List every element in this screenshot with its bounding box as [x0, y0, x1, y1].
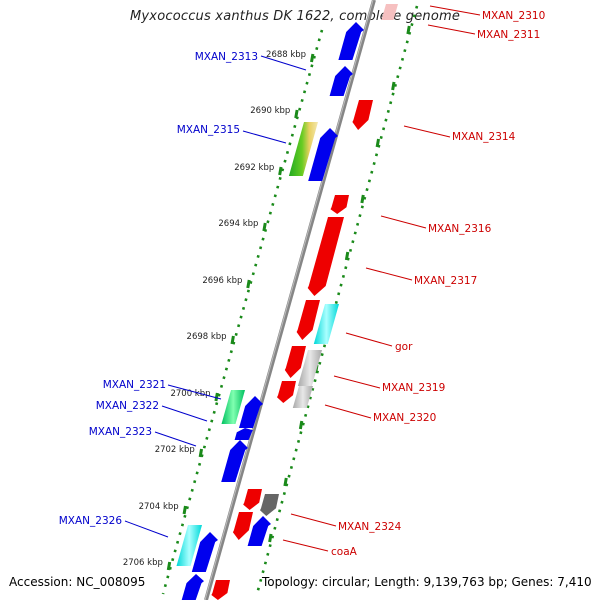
scale-tick-label: 2700 kbp	[170, 389, 210, 399]
scale-tick-label: 2692 kbp	[234, 163, 274, 173]
label-mxan-2310[interactable]: MXAN_2310	[482, 10, 545, 22]
leader-line-mxan-2320	[324, 404, 372, 419]
scale-tick-mark	[198, 448, 204, 458]
leader-line-mxan-2326	[124, 520, 169, 538]
gene-mxan-2313[interactable]	[338, 22, 364, 60]
label-mxan-2326[interactable]: MXAN_2326	[59, 515, 123, 527]
leader-line-mxan-2315	[242, 130, 287, 144]
label-mxan-2319[interactable]: MXAN_2319	[382, 382, 445, 394]
scale-tick-mark	[406, 25, 411, 35]
leader-line-mxan-2317	[365, 267, 413, 281]
accession-text: Accession: NC_008095	[9, 575, 146, 589]
scale-tick-mark	[283, 477, 288, 487]
gene-mxan-2327[interactable]	[181, 574, 204, 600]
gene-mxan-2322[interactable]	[239, 396, 263, 428]
scale-tick-label: 2706 kbp	[123, 558, 163, 568]
scale-tick-mark	[166, 561, 172, 571]
gene-mxan-2324[interactable]	[260, 494, 279, 516]
label-coaa[interactable]: coaA	[331, 546, 358, 558]
label-gor[interactable]: gor	[395, 341, 413, 353]
chromosome-backbone-highlight	[204, 0, 374, 600]
label-mxan-2320[interactable]: MXAN_2320	[373, 412, 436, 424]
label-mxan-2316[interactable]: MXAN_2316	[428, 223, 492, 235]
label-mxan-2324[interactable]: MXAN_2324	[338, 521, 402, 533]
scale-tick-label: 2698 kbp	[187, 332, 227, 342]
scale-tick-mark	[391, 81, 396, 91]
scale-tick-label: 2690 kbp	[250, 106, 290, 116]
gene-mxan-2326b[interactable]	[191, 532, 218, 572]
gene-gor[interactable]	[313, 304, 339, 344]
scale-tick-mark	[294, 109, 299, 119]
gene-mxan-2315b[interactable]	[308, 128, 338, 181]
gene-mxan-2317[interactable]	[307, 217, 344, 296]
gene-mxan-2325[interactable]	[211, 580, 230, 600]
scale-tick-label: 2694 kbp	[218, 219, 258, 229]
gene-mxan-2311[interactable]	[381, 4, 399, 20]
leader-line-mxan-2310	[429, 5, 481, 16]
leader-line-mxan-2324	[290, 513, 337, 527]
gene-mxan-2319a[interactable]	[284, 346, 306, 378]
scale-tick-mark	[262, 222, 267, 232]
label-mxan-2314[interactable]: MXAN_2314	[452, 131, 516, 143]
label-mxan-2321[interactable]: MXAN_2321	[103, 379, 166, 391]
leader-line-mxan-2311	[427, 24, 476, 35]
label-mxan-2313[interactable]: MXAN_2313	[195, 51, 258, 63]
chromosome-backbone	[204, 0, 376, 600]
leader-line-coaa	[282, 539, 329, 552]
scale-tick-label: 2704 kbp	[139, 502, 179, 512]
leader-line-mxan-2322	[161, 405, 208, 422]
gene-mxan-2314[interactable]	[352, 100, 373, 130]
leader-line-mxan-2313	[260, 55, 307, 71]
gene-gor-a[interactable]	[296, 300, 320, 340]
gene-mxan-2323[interactable]	[221, 440, 248, 482]
gene-mxan-2316[interactable]	[330, 195, 350, 214]
leader-line-mxan-2321	[167, 384, 222, 400]
label-mxan-2317[interactable]: MXAN_2317	[414, 275, 477, 287]
gene-mxan-2320a[interactable]	[277, 381, 296, 403]
left-ruler-line	[161, 29, 324, 595]
map-title: Myxococcus xanthus DK 1622, complete gen…	[130, 9, 461, 24]
gene-mxan-2313b[interactable]	[329, 66, 353, 96]
leader-line-mxan-2323	[154, 431, 197, 447]
gene-coaa-a[interactable]	[232, 512, 253, 540]
label-mxan-2315[interactable]: MXAN_2315	[177, 124, 240, 136]
label-mxan-2323[interactable]: MXAN_2323	[89, 426, 152, 438]
gene-features[interactable]	[176, 4, 399, 600]
scale-tick-mark	[268, 533, 273, 543]
scale-tick-mark	[375, 138, 380, 148]
scale-tick-label: 2688 kbp	[266, 50, 306, 60]
scale-tick-mark	[278, 166, 283, 176]
scale-tick-mark	[344, 251, 350, 261]
label-mxan-2311[interactable]: MXAN_2311	[477, 29, 540, 41]
leader-line-mxan-2314	[403, 125, 451, 138]
reverse-gene-labels: MXAN_2313 MXAN_2315 MXAN_2321 MXAN_2322 …	[59, 51, 307, 538]
leader-line-mxan-2319	[333, 375, 381, 389]
forward-gene-labels: MXAN_2310 MXAN_2311 MXAN_2314 MXAN_2316 …	[282, 5, 545, 558]
gene-mxan-2321[interactable]	[221, 390, 246, 424]
scale-tick-mark	[310, 53, 315, 63]
gene-mxan-2319[interactable]	[297, 350, 322, 386]
gene-mxan-2320[interactable]	[292, 386, 313, 408]
scale-ticks-left: 2688 kbp 2690 kbp 2692 kbp 2694 kbp 2696 kbp…	[123, 50, 315, 571]
genome-summary-text: Topology: circular; Length: 9,139,763 bp…	[262, 575, 592, 589]
scale-tick-mark	[230, 335, 235, 345]
leader-line-gor	[345, 332, 393, 347]
scale-ticks-right	[268, 25, 411, 543]
scale-tick-mark	[214, 392, 219, 402]
scale-tick-mark	[298, 420, 304, 430]
scale-tick-mark	[360, 194, 365, 204]
gene-coaa[interactable]	[247, 516, 271, 546]
scale-tick-label: 2696 kbp	[202, 276, 242, 286]
scale-tick-label: 2702 kbp	[155, 445, 195, 455]
gene-mxan-2324a[interactable]	[243, 489, 262, 510]
scale-tick-mark	[246, 279, 251, 289]
gene-mxan-2326[interactable]	[176, 525, 203, 566]
gene-mxan-2315[interactable]	[288, 122, 318, 176]
leader-line-mxan-2316	[380, 215, 427, 229]
label-mxan-2322[interactable]: MXAN_2322	[96, 400, 159, 412]
scale-tick-mark	[182, 505, 187, 515]
gene-mxan-2323a[interactable]	[234, 428, 253, 440]
